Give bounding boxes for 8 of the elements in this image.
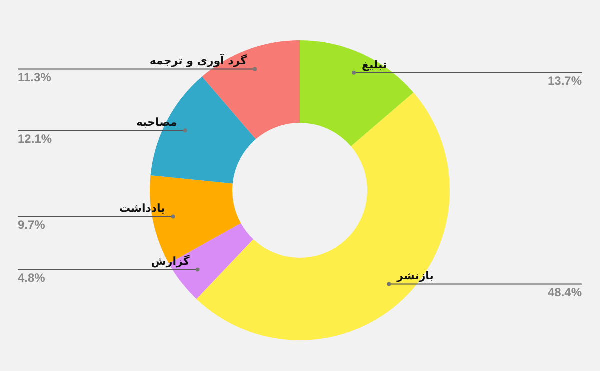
data-label: 9.7% [18, 218, 46, 232]
data-label: 12.1% [18, 132, 52, 146]
slice-label: گرد آوری و ترجمه [150, 54, 248, 68]
slice-label: گزارش [151, 255, 190, 268]
data-label: 48.4% [548, 286, 582, 300]
data-label: 4.8% [18, 271, 46, 286]
data-label: 13.7% [548, 74, 582, 88]
data-label: 11.3% [18, 70, 52, 85]
